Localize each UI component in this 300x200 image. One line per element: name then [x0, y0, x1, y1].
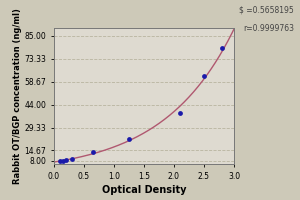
Point: [220, 47, 224, 50]
Point: [91, 151, 95, 154]
X-axis label: Optical Density: Optical Density: [102, 185, 186, 195]
Text: r=0.9999763: r=0.9999763: [243, 24, 294, 33]
Point: [178, 112, 182, 115]
Point: [202, 75, 206, 78]
Point: [64, 159, 68, 162]
Y-axis label: Rabbit OT/BGP concentration (ng/ml): Rabbit OT/BGP concentration (ng/ml): [13, 8, 22, 184]
Point: [70, 157, 74, 161]
Point: [61, 159, 65, 162]
Point: [58, 159, 62, 162]
Point: [127, 137, 131, 141]
Text: $ =0.5658195: $ =0.5658195: [239, 6, 294, 15]
